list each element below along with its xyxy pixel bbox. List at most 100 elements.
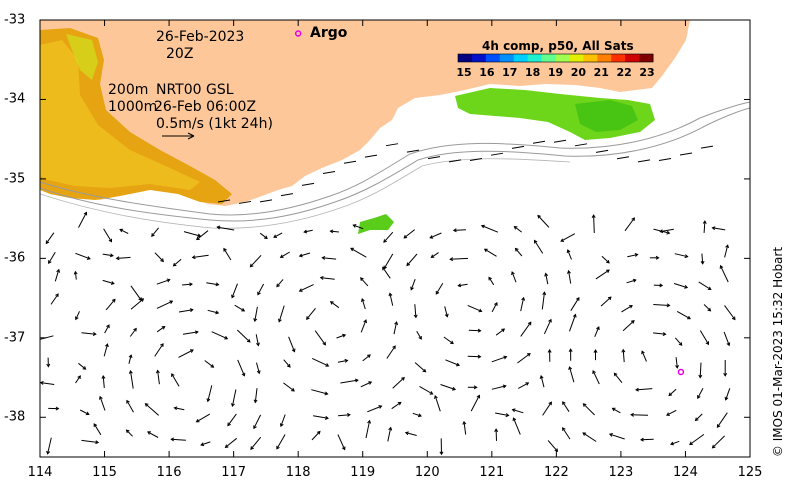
- current-arrow-head: [629, 305, 633, 309]
- current-arrow-head: [383, 239, 387, 243]
- current-arrow-head: [55, 406, 60, 411]
- current-arrow: [79, 409, 90, 415]
- current-arrow-head: [575, 296, 580, 301]
- current-arrow: [105, 299, 116, 311]
- depth-200-label: 200m: [108, 82, 149, 98]
- current-arrow: [283, 382, 295, 392]
- current-arrow: [75, 375, 81, 384]
- current-arrow-head: [724, 396, 729, 401]
- current-arrow-head: [659, 283, 664, 288]
- current-arrow: [196, 230, 209, 240]
- current-arrow: [204, 360, 214, 368]
- current-arrow-head: [253, 399, 258, 404]
- colorbar-tick-label: 21: [593, 66, 609, 79]
- current-arrow: [637, 159, 651, 163]
- current-arrow: [469, 158, 483, 162]
- current-arrow: [50, 293, 59, 305]
- current-arrow: [440, 384, 456, 390]
- current-arrow-head: [582, 432, 587, 436]
- current-arrow: [570, 297, 580, 311]
- current-arrow: [157, 370, 160, 385]
- current-arrow-head: [572, 313, 577, 318]
- current-arrow-head: [109, 253, 114, 258]
- current-arrow: [301, 182, 315, 186]
- current-arrow: [254, 388, 258, 403]
- current-arrow-head: [140, 298, 145, 302]
- current-arrow-head: [169, 300, 174, 304]
- current-arrow-head: [367, 354, 371, 358]
- current-arrow: [116, 256, 131, 259]
- current-arrow: [419, 385, 433, 395]
- current-arrow: [511, 271, 517, 283]
- current-arrow-head: [344, 358, 349, 363]
- current-arrow-head: [95, 440, 100, 445]
- current-arrow: [676, 310, 691, 320]
- current-arrow-head: [435, 290, 440, 295]
- argo-float-marker: [677, 368, 685, 376]
- current-arrow: [231, 283, 238, 298]
- credit-label: © IMOS 01-Mar-2023 15:32 Hobart: [771, 246, 785, 458]
- current-arrow: [360, 319, 367, 333]
- current-arrow-head: [607, 296, 612, 301]
- current-arrow: [444, 306, 448, 317]
- current-arrow-head: [548, 401, 552, 406]
- current-arrow-head: [503, 355, 508, 360]
- current-arrow: [622, 320, 635, 332]
- current-arrow: [156, 300, 173, 309]
- current-arrow-head: [48, 260, 52, 265]
- current-arrow-head: [404, 431, 409, 436]
- current-arrow: [200, 441, 211, 446]
- current-arrow-head: [86, 256, 91, 260]
- current-arrow-head: [155, 369, 160, 374]
- current-arrow: [217, 226, 235, 231]
- colorbar-swatch: [625, 54, 640, 62]
- current-arrow-head: [246, 338, 251, 343]
- current-arrow: [701, 253, 704, 264]
- current-arrow-head: [278, 318, 282, 323]
- current-arrow-head: [172, 262, 177, 267]
- current-arrow-head: [430, 254, 435, 258]
- current-arrow: [624, 217, 635, 232]
- current-arrow-head: [562, 427, 566, 431]
- current-arrow-head: [256, 342, 260, 347]
- current-arrow: [567, 249, 572, 260]
- current-arrow: [182, 331, 198, 335]
- current-arrow-head: [241, 308, 246, 312]
- current-arrow-head: [684, 284, 689, 289]
- current-arrow-head: [394, 321, 399, 326]
- current-arrow-head: [511, 271, 515, 276]
- current-arrow-head: [596, 326, 600, 331]
- current-arrow: [517, 353, 531, 364]
- current-arrow: [171, 373, 180, 387]
- colorbar-tick-label: 17: [502, 66, 518, 79]
- current-arrow: [513, 417, 521, 435]
- current-arrow-head: [316, 430, 321, 435]
- current-arrow: [259, 232, 268, 239]
- current-arrow: [716, 412, 728, 428]
- current-arrow: [389, 293, 394, 306]
- current-arrow: [306, 307, 316, 320]
- current-arrow: [313, 415, 329, 419]
- current-arrow: [679, 152, 693, 156]
- map-frame: [39, 19, 751, 458]
- current-arrow: [103, 228, 112, 242]
- current-arrow: [311, 389, 328, 395]
- current-arrow: [173, 258, 182, 267]
- current-arrow-head: [367, 419, 371, 424]
- current-arrow: [699, 330, 709, 345]
- current-arrow: [130, 370, 134, 389]
- current-arrow: [414, 304, 417, 318]
- current-arrow-head: [83, 211, 88, 216]
- current-arrow: [81, 332, 96, 335]
- current-arrow-head: [723, 372, 728, 377]
- current-arrow: [614, 372, 623, 384]
- sst-patch-east-inner: [575, 100, 638, 132]
- current-arrow: [151, 227, 159, 237]
- current-arrow-head: [716, 424, 721, 429]
- current-arrow-head: [513, 226, 518, 230]
- current-arrow-head: [56, 268, 61, 273]
- current-arrow: [250, 254, 262, 268]
- current-arrow: [712, 227, 726, 231]
- current-arrow: [416, 331, 422, 340]
- current-arrow: [367, 405, 382, 413]
